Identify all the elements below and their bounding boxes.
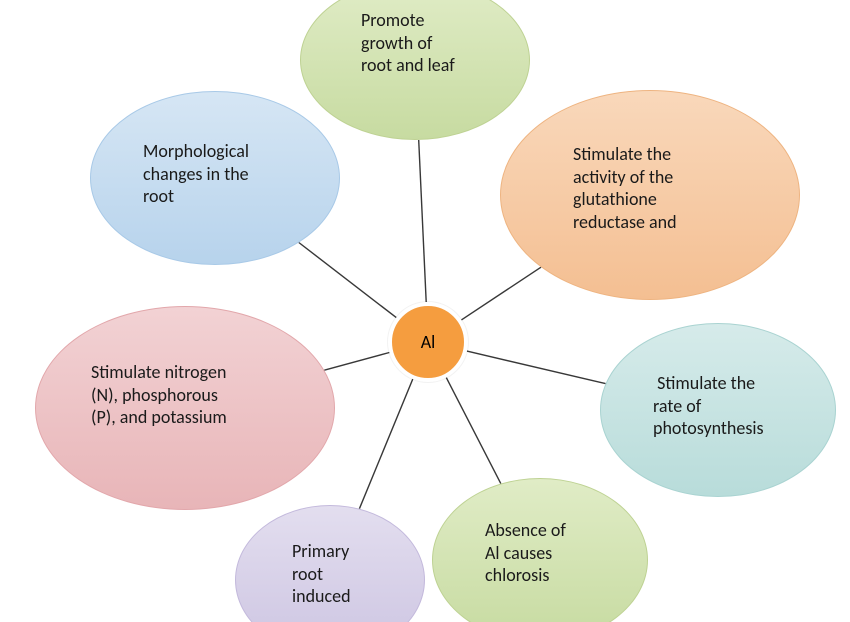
center-node: Al <box>388 302 468 382</box>
node-glutathione: Stimulate the activity of the glutathion… <box>500 90 800 300</box>
node-chlorosis: Absence of Al causes chlorosis <box>432 478 648 622</box>
edge <box>446 378 501 484</box>
node-label: Stimulate the activity of the glutathion… <box>573 143 753 233</box>
node-morphological: Morphological changes in the root <box>90 91 340 265</box>
edge <box>324 353 389 371</box>
node-primary-root: Primary root induced <box>235 505 425 622</box>
edge <box>419 140 427 302</box>
node-promote-growth: Promote growth of root and leaf <box>300 0 530 140</box>
node-label: Promote growth of root and leaf <box>361 9 491 77</box>
edge <box>467 351 606 384</box>
diagram-stage: Promote growth of root and leaf Stimulate… <box>0 0 850 622</box>
edge <box>359 379 412 509</box>
node-label: Stimulate nitrogen (N), phosphorous (P),… <box>91 361 301 429</box>
edge <box>299 243 397 318</box>
edge <box>461 267 541 320</box>
node-label: Absence of Al causes chlorosis <box>485 519 625 587</box>
center-label: Al <box>421 331 436 353</box>
node-label: Primary root induced <box>292 540 402 608</box>
node-npk: Stimulate nitrogen (N), phosphorous (P),… <box>35 306 335 510</box>
node-photosynthesis: Stimulate the rate of photosynthesis <box>600 323 836 497</box>
node-label: Stimulate the rate of photosynthesis <box>653 372 813 440</box>
node-label: Morphological changes in the root <box>143 140 313 208</box>
